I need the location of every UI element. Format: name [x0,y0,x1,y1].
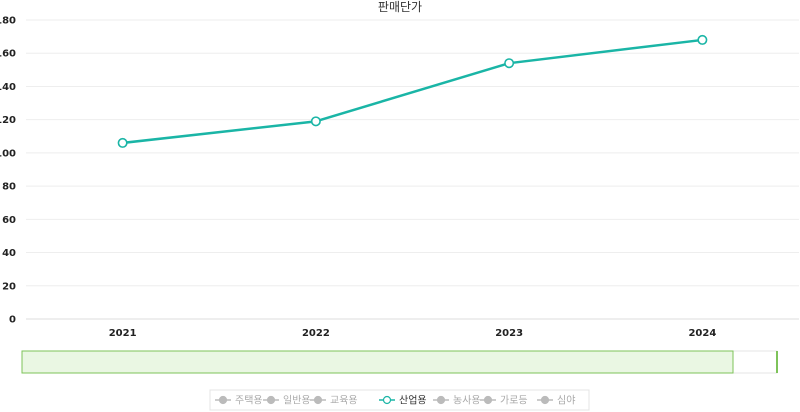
legend-marker-icon [266,395,276,405]
legend-marker-icon [218,395,228,405]
data-point[interactable] [117,137,128,148]
y-tick-label: 80 [2,182,16,193]
y-tick-label: 60 [2,215,16,226]
grid-layer [26,19,799,320]
data-point[interactable] [504,58,515,69]
zoom-slider[interactable] [21,350,778,374]
y-tick-label: 120 [0,115,16,126]
y-tick-label: 100 [0,148,16,159]
legend-marker-icon [540,395,550,405]
legend-label: 가로등 [500,395,528,407]
legend-label: 주택용 [235,395,263,407]
legend-label: 교육용 [330,395,358,407]
y-tick-label: 0 [9,315,16,326]
y-tick-label: 40 [2,248,16,259]
y-tick-label: 180 [0,16,16,27]
legend-label: 농사용 [453,395,481,407]
x-tick-label: 2024 [688,328,716,339]
legend-item[interactable]: 농사용 [433,395,481,407]
zoom-slider-range[interactable] [21,350,734,374]
y-tick-label: 160 [0,49,16,60]
legend-marker-icon [483,395,493,405]
legend-label: 심야 [557,395,575,407]
y-axis: 0 20 40 60 80 100 120 140 160 180 [0,16,16,326]
y-tick-label: 140 [0,82,16,93]
legend-marker-icon [382,395,392,405]
x-tick-label: 2021 [109,328,137,339]
legend-item[interactable]: 일반용 [263,395,311,407]
legend-label: 산업용 [399,394,427,407]
legend-marker-icon [436,395,446,405]
legend-item[interactable]: 교육용 [310,395,358,407]
zoom-slider-handle[interactable] [776,351,778,373]
legend-item[interactable]: 심야 [537,395,575,407]
x-tick-label: 2023 [495,328,523,339]
data-point[interactable] [310,116,321,127]
legend-label: 일반용 [283,395,311,407]
x-tick-label: 2022 [302,328,330,339]
series-layer [117,34,708,148]
legend-item[interactable]: 주택용 [215,395,263,407]
data-point[interactable] [697,34,708,45]
x-axis: 2021 2022 2023 2024 [109,328,717,339]
legend: 주택용 일반용 교육용 산업용 농사용 가로등 심야 [215,394,575,407]
legend-item[interactable]: 산업용 [379,394,427,407]
legend-marker-icon [313,395,323,405]
legend-box [209,389,590,411]
chart-title: 판매단가 [378,0,422,14]
series-line [122,38,703,145]
y-tick-label: 20 [2,281,16,292]
legend-item[interactable]: 가로등 [480,395,528,407]
